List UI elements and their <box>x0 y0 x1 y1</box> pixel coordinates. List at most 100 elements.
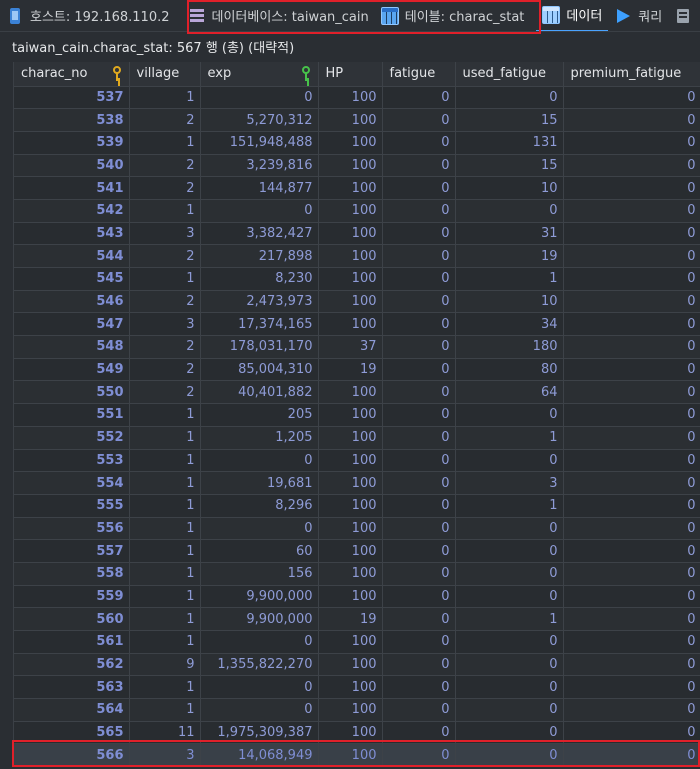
table-cell-used-fatigue[interactable]: 64 <box>455 380 564 405</box>
table-cell-fatigue[interactable]: 0 <box>382 154 456 178</box>
table-cell-fatigue[interactable]: 0 <box>382 585 456 609</box>
table-cell-exp[interactable]: 178,031,170 <box>200 335 319 359</box>
table-cell-used-fatigue[interactable]: 3 <box>455 471 564 495</box>
table-cell-exp[interactable]: 8,230 <box>200 267 319 291</box>
table-cell-charac-no[interactable]: 557 <box>14 539 130 563</box>
table-cell-premium-fatigue[interactable]: 0 <box>563 653 700 677</box>
table-cell-hp[interactable]: 19 <box>318 358 383 382</box>
table-cell-fatigue[interactable]: 0 <box>382 721 456 745</box>
table-row[interactable]: 552 1 1,205 100 0 1 0 <box>14 426 700 450</box>
table-cell-fatigue[interactable]: 0 <box>382 562 456 586</box>
table-cell-village[interactable]: 1 <box>129 607 201 631</box>
table-cell-used-fatigue[interactable]: 10 <box>455 176 564 200</box>
table-cell-village[interactable]: 3 <box>129 743 201 767</box>
table-cell-hp[interactable]: 37 <box>318 335 383 359</box>
table-cell-charac-no[interactable]: 560 <box>14 607 130 631</box>
column-header-exp[interactable]: exp <box>200 62 319 87</box>
table-cell-fatigue[interactable]: 0 <box>382 312 456 337</box>
table-cell-fatigue[interactable]: 0 <box>382 630 456 654</box>
table-cell-hp[interactable]: 100 <box>318 176 383 200</box>
table-row[interactable]: 543 3 3,382,427 100 0 31 0 <box>14 222 700 246</box>
table-cell-charac-no[interactable]: 555 <box>14 494 130 518</box>
column-header-hp[interactable]: HP <box>318 62 383 87</box>
table-row[interactable]: 546 2 2,473,973 100 0 10 0 <box>14 290 700 314</box>
table-cell-exp[interactable]: 2,473,973 <box>200 290 319 314</box>
table-cell-hp[interactable]: 100 <box>318 86 383 110</box>
table-cell-premium-fatigue[interactable]: 0 <box>563 358 700 382</box>
table-row[interactable]: 556 1 0 100 0 0 0 <box>14 517 700 541</box>
table-cell-hp[interactable]: 100 <box>318 630 383 654</box>
table-cell-charac-no[interactable]: 564 <box>14 698 130 722</box>
table-row[interactable]: 539 1 151,948,488 100 0 131 0 <box>14 131 700 155</box>
table-cell-used-fatigue[interactable]: 0 <box>455 653 564 677</box>
table-cell-charac-no[interactable]: 554 <box>14 471 130 495</box>
table-cell-village[interactable]: 1 <box>129 449 201 473</box>
table-cell-used-fatigue[interactable]: 15 <box>455 154 564 178</box>
table-row[interactable]: 548 2 178,031,170 37 0 180 0 <box>14 335 700 359</box>
table-cell-hp[interactable]: 100 <box>318 380 383 405</box>
table-row[interactable]: 554 1 19,681 100 0 3 0 <box>14 471 700 495</box>
table-cell-used-fatigue[interactable]: 1 <box>455 426 564 450</box>
table-cell-premium-fatigue[interactable]: 0 <box>563 721 700 745</box>
table-cell-exp[interactable]: 0 <box>200 86 319 110</box>
table-row[interactable]: 542 1 0 100 0 0 0 <box>14 199 700 223</box>
table-row[interactable]: 559 1 9,900,000 100 0 0 0 <box>14 585 700 609</box>
table-cell-hp[interactable]: 100 <box>318 562 383 586</box>
table-cell-premium-fatigue[interactable]: 0 <box>563 108 700 132</box>
table-cell-fatigue[interactable]: 0 <box>382 290 456 314</box>
table-cell-village[interactable]: 2 <box>129 358 201 382</box>
table-cell-exp[interactable]: 5,270,312 <box>200 108 319 132</box>
table-cell-charac-no[interactable]: 556 <box>14 517 130 541</box>
table-cell-fatigue[interactable]: 0 <box>382 494 456 518</box>
table-cell-premium-fatigue[interactable]: 0 <box>563 222 700 246</box>
table-cell-village[interactable]: 3 <box>129 222 201 246</box>
table-cell-exp[interactable]: 0 <box>200 698 319 722</box>
column-header-used-fatigue[interactable]: used_fatigue <box>455 62 564 87</box>
table-cell-used-fatigue[interactable]: 1 <box>455 267 564 291</box>
table-cell-village[interactable]: 1 <box>129 426 201 450</box>
table-cell-exp[interactable]: 0 <box>200 675 319 700</box>
table-cell-used-fatigue[interactable]: 0 <box>455 630 564 654</box>
table-cell-premium-fatigue[interactable]: 0 <box>563 698 700 722</box>
table-cell-hp[interactable]: 100 <box>318 154 383 178</box>
table-cell-village[interactable]: 1 <box>129 471 201 495</box>
table-cell-used-fatigue[interactable]: 1 <box>455 607 564 631</box>
table-cell-exp[interactable]: 1,975,309,387 <box>200 721 319 745</box>
table-cell-village[interactable]: 1 <box>129 494 201 518</box>
table-cell-hp[interactable]: 100 <box>318 517 383 541</box>
table-cell-fatigue[interactable]: 0 <box>382 199 456 223</box>
table-cell-used-fatigue[interactable]: 0 <box>455 721 564 745</box>
table-cell-village[interactable]: 11 <box>129 721 201 745</box>
table-cell-hp[interactable]: 100 <box>318 698 383 722</box>
table-cell-village[interactable]: 1 <box>129 86 201 110</box>
table-cell-hp[interactable]: 19 <box>318 607 383 631</box>
table-row[interactable]: 557 1 60 100 0 0 0 <box>14 539 700 563</box>
table-cell-charac-no[interactable]: 562 <box>14 653 130 677</box>
table-cell-exp[interactable]: 19,681 <box>200 471 319 495</box>
table-cell-village[interactable]: 1 <box>129 630 201 654</box>
column-header-village[interactable]: village <box>129 62 201 87</box>
table-cell-charac-no[interactable]: 540 <box>14 154 130 178</box>
table-cell-used-fatigue[interactable]: 31 <box>455 222 564 246</box>
table-cell-hp[interactable]: 100 <box>318 721 383 745</box>
table-cell-hp[interactable]: 100 <box>318 108 383 132</box>
table-cell-used-fatigue[interactable]: 131 <box>455 131 564 155</box>
table-cell-premium-fatigue[interactable]: 0 <box>563 176 700 200</box>
table-row[interactable]: 540 2 3,239,816 100 0 15 0 <box>14 154 700 178</box>
table-row[interactable]: 551 1 205 100 0 0 0 <box>14 403 700 427</box>
table-cell-premium-fatigue[interactable]: 0 <box>563 471 700 495</box>
table-cell-charac-no[interactable]: 538 <box>14 108 130 132</box>
table-cell-village[interactable]: 2 <box>129 108 201 132</box>
table-cell-charac-no[interactable]: 546 <box>14 290 130 314</box>
table-cell-premium-fatigue[interactable]: 0 <box>563 607 700 631</box>
table-cell-premium-fatigue[interactable]: 0 <box>563 539 700 563</box>
table-row[interactable]: 553 1 0 100 0 0 0 <box>14 449 700 473</box>
table-cell-fatigue[interactable]: 0 <box>382 517 456 541</box>
table-cell-hp[interactable]: 100 <box>318 539 383 563</box>
table-cell-village[interactable]: 1 <box>129 131 201 155</box>
table-row[interactable]: 565 11 1,975,309,387 100 0 0 0 <box>14 721 700 745</box>
tab-host[interactable]: 호스트: 192.168.110.2 <box>0 0 176 31</box>
table-cell-hp[interactable]: 100 <box>318 131 383 155</box>
table-cell-charac-no[interactable]: 548 <box>14 335 130 359</box>
table-row[interactable]: 562 9 1,355,822,270 100 0 0 0 <box>14 653 700 677</box>
